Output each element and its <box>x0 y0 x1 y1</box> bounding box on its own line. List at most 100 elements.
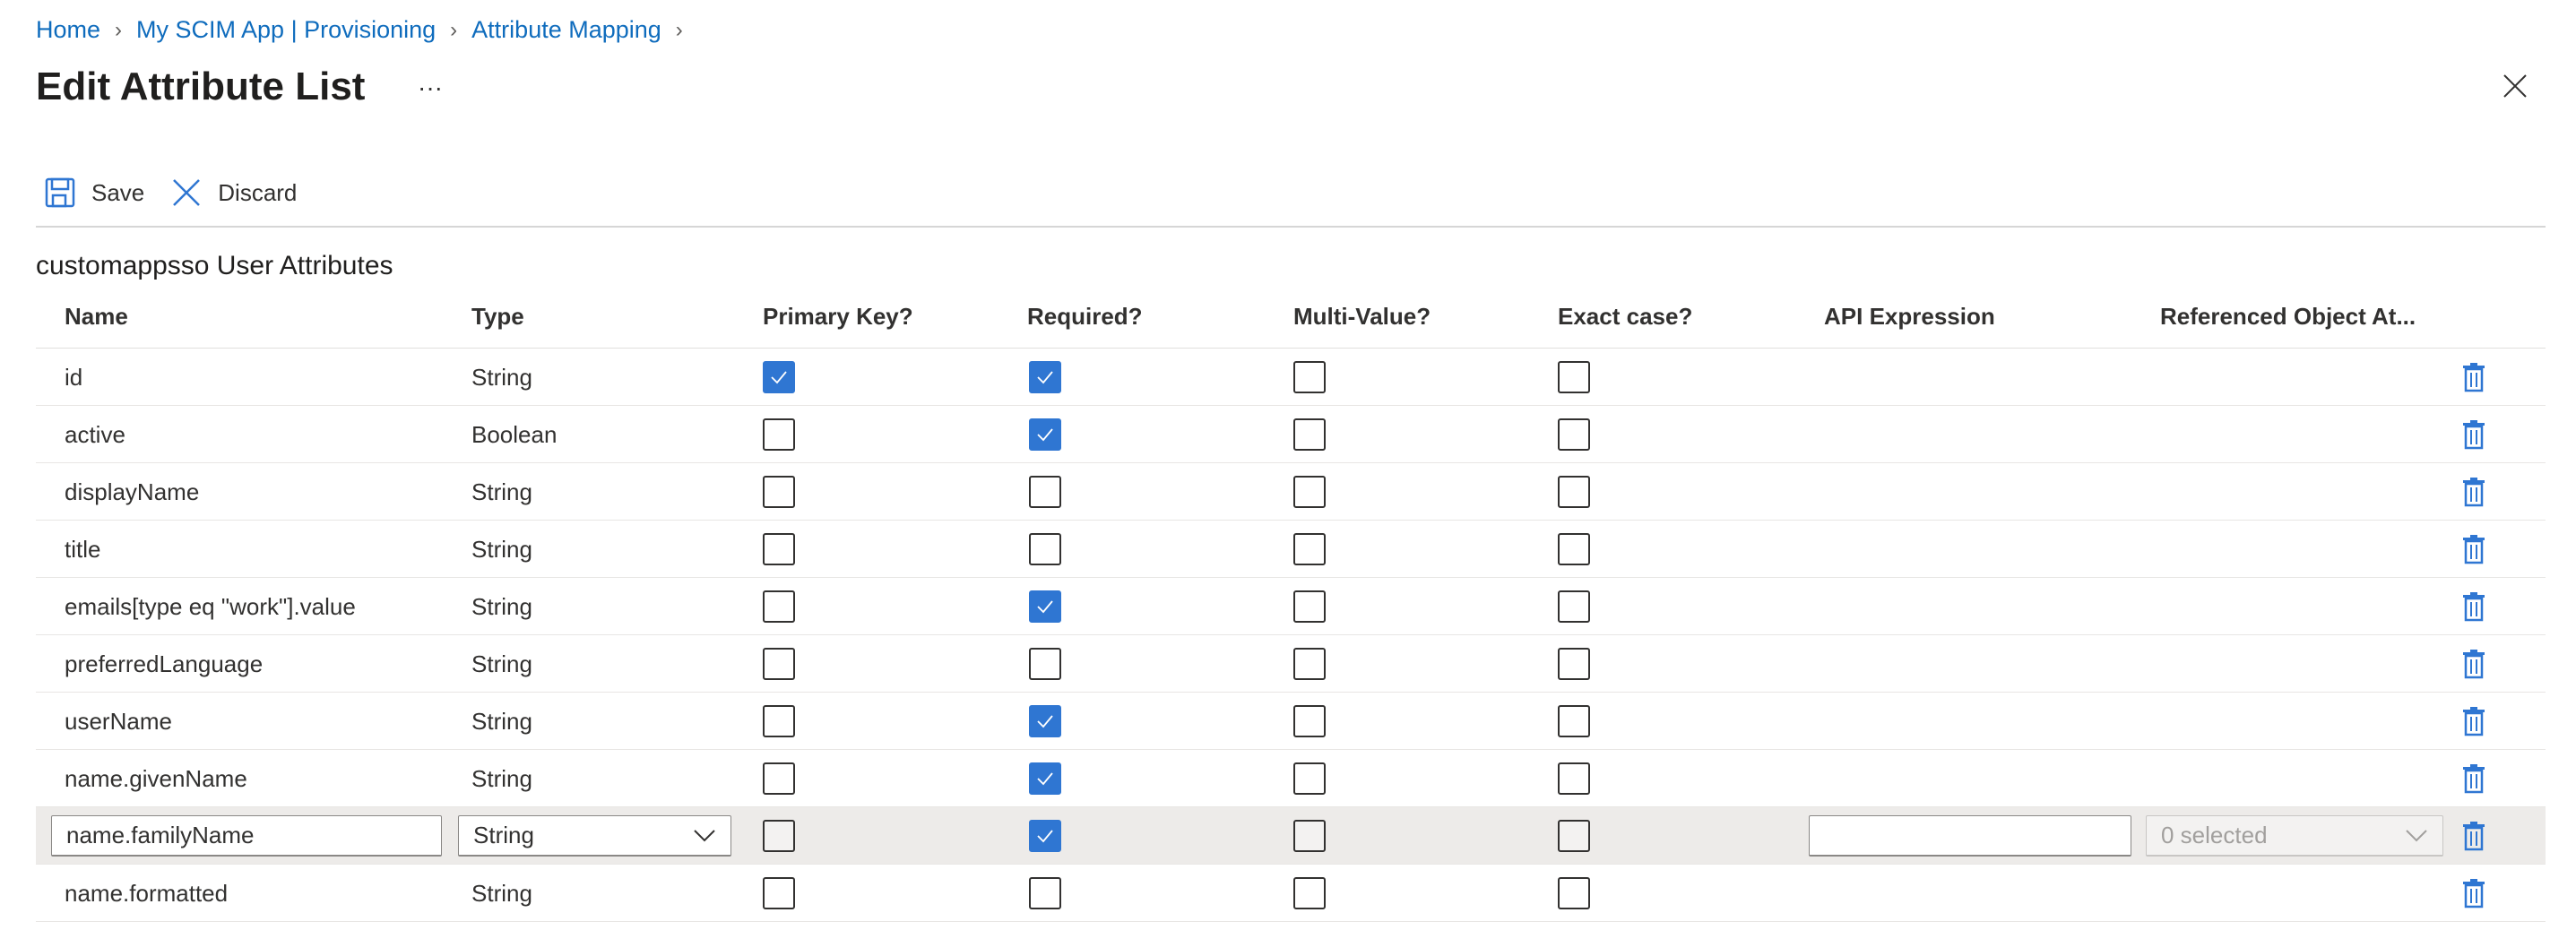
required-checkbox[interactable] <box>1029 418 1061 451</box>
table-row[interactable]: userName String <box>36 693 2546 750</box>
delete-button[interactable] <box>2461 750 2486 807</box>
table-row[interactable]: preferredLanguage String <box>36 635 2546 693</box>
primary-checkbox[interactable] <box>763 590 795 623</box>
delete-button[interactable] <box>2461 807 2486 865</box>
required-checkbox[interactable] <box>1029 590 1061 623</box>
checkmark-icon <box>1034 768 1056 789</box>
trash-icon <box>2461 878 2486 908</box>
exact-checkbox[interactable] <box>1558 361 1590 393</box>
delete-button[interactable] <box>2461 463 2486 521</box>
multi-checkbox[interactable] <box>1293 762 1326 795</box>
multi-checkbox[interactable] <box>1293 590 1326 623</box>
table-row[interactable]: title String <box>36 521 2546 578</box>
delete-button[interactable] <box>2461 865 2486 922</box>
attribute-name: userName <box>65 707 172 735</box>
referenced-object-select[interactable]: 0 selected <box>2146 815 2443 857</box>
multi-checkbox[interactable] <box>1293 648 1326 680</box>
attribute-name: name.formatted <box>65 879 229 907</box>
more-options-button[interactable]: ··· <box>418 73 443 101</box>
primary-checkbox[interactable] <box>763 476 795 508</box>
attribute-name: title <box>65 535 101 563</box>
multi-checkbox[interactable] <box>1293 361 1326 393</box>
primary-checkbox[interactable] <box>763 705 795 737</box>
multi-checkbox[interactable] <box>1293 705 1326 737</box>
delete-button[interactable] <box>2461 635 2486 693</box>
attribute-type: String <box>471 478 532 505</box>
primary-checkbox[interactable] <box>763 820 795 852</box>
primary-checkbox[interactable] <box>763 361 795 393</box>
name-input[interactable]: name.familyName <box>51 815 442 857</box>
breadcrumb-provisioning[interactable]: My SCIM App | Provisioning <box>136 16 437 43</box>
type-select[interactable]: String <box>458 815 731 857</box>
primary-checkbox[interactable] <box>763 877 795 909</box>
save-label: Save <box>91 178 145 206</box>
attribute-type: String <box>471 363 532 391</box>
exact-checkbox[interactable] <box>1558 533 1590 565</box>
breadcrumb-attribute-mapping[interactable]: Attribute Mapping <box>471 16 661 43</box>
required-checkbox[interactable] <box>1029 877 1061 909</box>
multi-checkbox[interactable] <box>1293 820 1326 852</box>
trash-icon <box>2461 649 2486 679</box>
discard-button[interactable]: Discard <box>171 177 297 208</box>
section-title: customappsso User Attributes <box>36 251 393 280</box>
referenced-object-value: 0 selected <box>2161 822 2268 848</box>
exact-checkbox[interactable] <box>1558 590 1590 623</box>
exact-checkbox[interactable] <box>1558 648 1590 680</box>
close-icon[interactable] <box>2501 72 2529 100</box>
column-header-primary-key: Primary Key? <box>763 303 913 330</box>
table-row[interactable]: name.formatted String <box>36 865 2546 922</box>
delete-button[interactable] <box>2461 578 2486 635</box>
delete-button[interactable] <box>2461 406 2486 463</box>
chevron-right-icon: › <box>115 17 123 42</box>
page-title: Edit Attribute List <box>36 65 366 108</box>
checkmark-icon <box>1034 596 1056 617</box>
attribute-type: String <box>471 764 532 792</box>
header-divider <box>36 348 2546 349</box>
exact-checkbox[interactable] <box>1558 705 1590 737</box>
exact-checkbox[interactable] <box>1558 418 1590 451</box>
multi-checkbox[interactable] <box>1293 476 1326 508</box>
primary-checkbox[interactable] <box>763 762 795 795</box>
required-checkbox[interactable] <box>1029 361 1061 393</box>
checkmark-icon <box>1034 366 1056 388</box>
primary-checkbox[interactable] <box>763 533 795 565</box>
multi-checkbox[interactable] <box>1293 418 1326 451</box>
attribute-type: Boolean <box>471 420 558 448</box>
table-row[interactable]: name.familyName String 0 selected <box>36 807 2546 865</box>
exact-checkbox[interactable] <box>1558 476 1590 508</box>
primary-checkbox[interactable] <box>763 418 795 451</box>
multi-checkbox[interactable] <box>1293 877 1326 909</box>
delete-button[interactable] <box>2461 693 2486 750</box>
breadcrumb-home[interactable]: Home <box>36 16 101 43</box>
table-row[interactable]: displayName String <box>36 463 2546 521</box>
required-checkbox[interactable] <box>1029 705 1061 737</box>
table-row[interactable]: id String <box>36 349 2546 406</box>
table-row[interactable]: name.givenName String <box>36 750 2546 807</box>
delete-button[interactable] <box>2461 521 2486 578</box>
save-button[interactable]: Save <box>45 177 144 208</box>
required-checkbox[interactable] <box>1029 648 1061 680</box>
exact-checkbox[interactable] <box>1558 877 1590 909</box>
trash-icon <box>2461 706 2486 736</box>
primary-checkbox[interactable] <box>763 648 795 680</box>
exact-checkbox[interactable] <box>1558 762 1590 795</box>
toolbar: Save Discard <box>45 177 307 208</box>
required-checkbox[interactable] <box>1029 476 1061 508</box>
table-row[interactable]: emails[type eq "work"].value String <box>36 578 2546 635</box>
required-checkbox[interactable] <box>1029 533 1061 565</box>
required-checkbox[interactable] <box>1029 762 1061 795</box>
checkmark-icon <box>768 366 790 388</box>
exact-checkbox[interactable] <box>1558 820 1590 852</box>
trash-icon <box>2461 477 2486 507</box>
delete-button[interactable] <box>2461 349 2486 406</box>
trash-icon <box>2461 763 2486 794</box>
save-icon <box>45 177 75 208</box>
table-row[interactable]: active Boolean <box>36 406 2546 463</box>
required-checkbox[interactable] <box>1029 820 1061 852</box>
checkmark-icon <box>1034 710 1056 732</box>
api-expression-input[interactable] <box>1809 815 2131 857</box>
chevron-down-icon <box>694 829 715 841</box>
multi-checkbox[interactable] <box>1293 533 1326 565</box>
trash-icon <box>2461 821 2486 851</box>
checkmark-icon <box>1034 825 1056 847</box>
